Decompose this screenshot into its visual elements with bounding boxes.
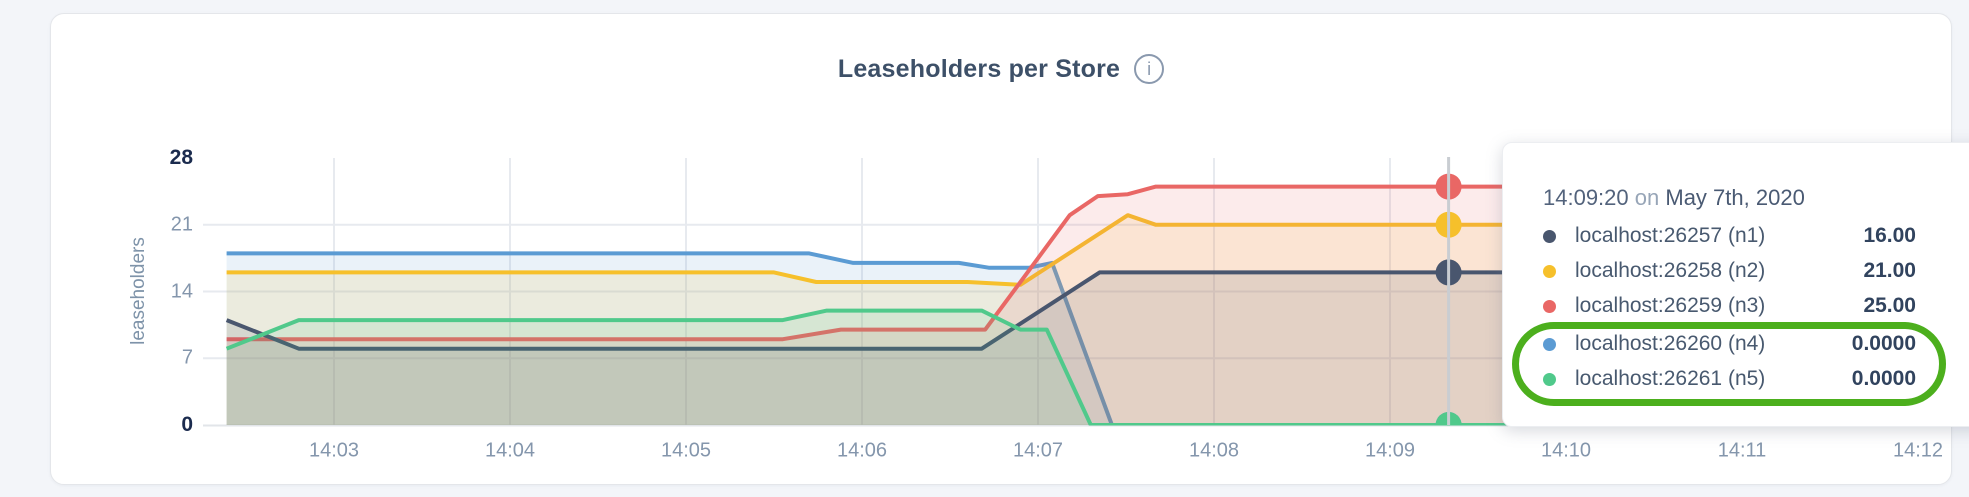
chart-card: Leaseholders per Store i leaseholders 28…	[50, 13, 1969, 485]
series-label: localhost:26260 (n4)	[1575, 332, 1766, 355]
x-tick-label: 14:05	[660, 439, 712, 462]
series-line	[225, 270, 1969, 351]
x-tick-label: 14:08	[1188, 439, 1240, 462]
tooltip-row: localhost:26259 (n3) 25.00	[1543, 289, 1916, 323]
tooltip-row-highlighted: localhost:26261 (n5) 0.0000	[1543, 362, 1916, 396]
series-value: 21.00	[1863, 259, 1916, 282]
y-tick-label: 0	[181, 413, 193, 436]
tooltip-header: 14:09:20 on May 7th, 2020	[1543, 185, 1805, 211]
x-tick-label: 14:12	[1892, 439, 1944, 462]
series-value: 0.0000	[1851, 332, 1916, 355]
series-color-dot	[1543, 337, 1556, 351]
series-line	[226, 213, 1969, 287]
series-value: 16.00	[1863, 224, 1916, 247]
series-line	[225, 308, 1969, 426]
x-tick-label: 14:06	[836, 439, 888, 462]
y-tick-label: 7	[181, 346, 193, 369]
series-value: 25.00	[1863, 294, 1916, 317]
tooltip-on-word: on	[1634, 185, 1660, 210]
x-tick-label: 14:09	[1364, 439, 1416, 462]
series-label: localhost:26261 (n5)	[1575, 367, 1766, 390]
series-color-dot	[1543, 299, 1556, 313]
x-tick-label: 14:03	[308, 439, 360, 462]
series-area	[226, 310, 1969, 425]
chart-tooltip: 14:09:20 on May 7th, 2020 localhost:2625…	[1502, 142, 1969, 427]
x-tick-label: 14:04	[484, 439, 536, 462]
tooltip-row: localhost:26257 (n1) 16.00	[1543, 219, 1916, 253]
x-tick-label: 14:07	[1012, 439, 1064, 462]
tooltip-row-highlighted: localhost:26260 (n4) 0.0000	[1543, 327, 1916, 361]
series-label: localhost:26259 (n3)	[1575, 294, 1766, 317]
series-color-dot	[1543, 264, 1556, 278]
chart-header: Leaseholders per Store i	[51, 54, 1951, 84]
y-tick-label: 21	[170, 213, 193, 236]
tooltip-time: 14:09:20	[1543, 185, 1629, 210]
x-tick-label: 14:11	[1717, 439, 1767, 462]
series-line	[226, 184, 1969, 342]
series-line	[226, 251, 1969, 426]
y-tick-label: 14	[170, 280, 193, 302]
info-icon[interactable]: i	[1134, 54, 1165, 84]
series-label: localhost:26257 (n1)	[1575, 224, 1766, 247]
tooltip-row: localhost:26258 (n2) 21.00	[1543, 254, 1916, 288]
series-area	[226, 253, 1969, 425]
series-value: 0.0000	[1851, 367, 1916, 390]
x-tick-label: 14:10	[1540, 439, 1592, 462]
series-color-dot	[1543, 229, 1556, 243]
series-label: localhost:26258 (n2)	[1575, 259, 1766, 282]
tooltip-date: May 7th, 2020	[1665, 185, 1805, 210]
series-color-dot	[1543, 372, 1556, 386]
y-tick-label: 28	[169, 146, 193, 169]
chart-title: Leaseholders per Store	[837, 54, 1121, 83]
